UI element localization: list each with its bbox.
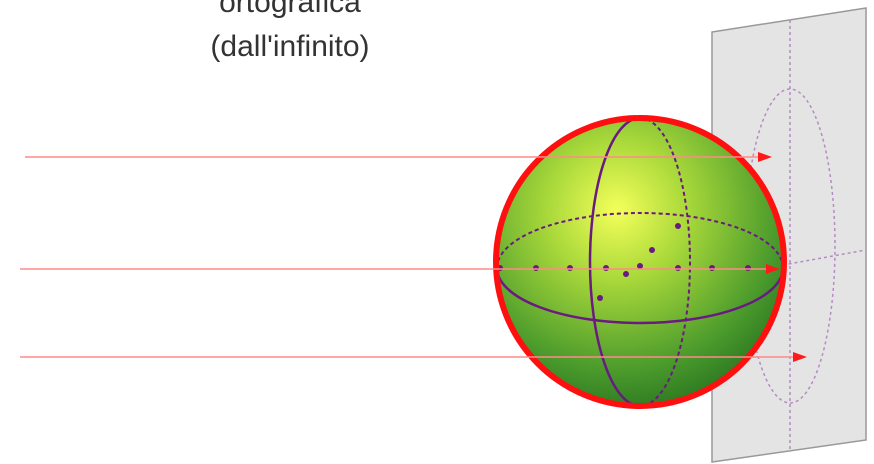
sphere-outline xyxy=(493,115,787,409)
title-line2: (dall'infinito) xyxy=(210,30,369,63)
equator-back xyxy=(496,212,784,269)
title-line1: ortografica xyxy=(219,0,361,19)
meridian-front xyxy=(588,116,641,408)
meridian-back xyxy=(639,117,691,407)
sphere xyxy=(496,118,784,406)
equator-front xyxy=(495,267,785,325)
